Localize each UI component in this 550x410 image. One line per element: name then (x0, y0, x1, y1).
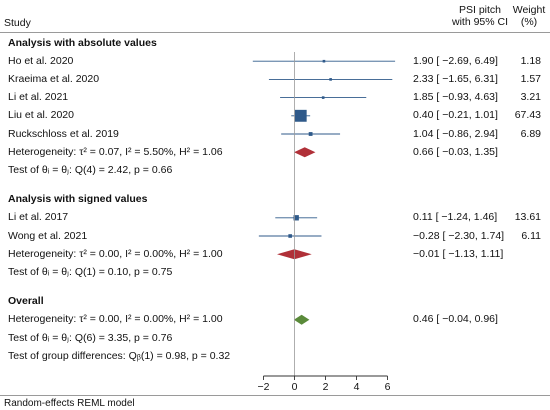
summary-ci-text: 0.66 [ −0.03, 1.35] (413, 145, 498, 158)
x-tick-label: 0 (292, 381, 298, 393)
study-marker (321, 96, 325, 99)
group-heading: Analysis with absolute values (8, 36, 157, 49)
study-weight: 13.61 (514, 211, 541, 224)
study-weight: 67.43 (514, 109, 541, 122)
study-marker (329, 78, 332, 81)
x-tick-label: 6 (385, 381, 391, 393)
study-marker (293, 215, 299, 221)
study-label: Wong et al. 2021 (8, 229, 88, 242)
study-weight: 6.89 (520, 127, 541, 140)
study-label: Ruckschloss et al. 2019 (8, 127, 119, 140)
study-marker (288, 234, 292, 238)
study-marker (294, 109, 307, 122)
effect-header-line1: PSI pitch (458, 4, 502, 16)
study-ci-text: 1.90 [ −2.69, 6.49] (413, 54, 498, 67)
test-statistic: Test of θᵢ = θⱼ: Q(6) = 3.35, p = 0.76 (8, 331, 173, 344)
study-ci-text: 0.11 [ −1.24, 1.46] (413, 211, 498, 224)
summary-diamond (294, 147, 316, 158)
group-heading: Overall (8, 295, 44, 308)
study-ci-text: 1.85 [ −0.93, 4.63] (413, 91, 498, 104)
heterogeneity-text: Heterogeneity: τ² = 0.00, I² = 0.00%, H²… (8, 247, 223, 260)
summary-diamond (293, 314, 310, 325)
study-label: Kraeima et al. 2020 (8, 72, 100, 85)
study-label: Liu et al. 2020 (8, 109, 74, 122)
weight-header-line1: Weight (512, 4, 546, 16)
study-label: Li et al. 2021 (8, 91, 69, 104)
study-weight: 1.18 (520, 54, 541, 67)
test-statistic: Test of θᵢ = θⱼ: Q(1) = 0.10, p = 0.75 (8, 265, 173, 278)
study-ci-text: 0.40 [ −0.21, 1.01] (413, 109, 498, 122)
heterogeneity-text: Heterogeneity: τ² = 0.00, I² = 0.00%, H²… (8, 313, 223, 326)
footer-note: Random-effects REML model (4, 398, 135, 409)
test-statistic: Test of θᵢ = θⱼ: Q(4) = 2.42, p = 0.66 (8, 163, 173, 176)
x-tick-label: 2 (323, 381, 329, 393)
study-weight: 1.57 (520, 72, 541, 85)
study-ci-text: 1.04 [ −0.86, 2.94] (413, 127, 498, 140)
header-rule (0, 32, 550, 33)
study-weight: 3.21 (520, 91, 541, 104)
study-label: Ho et al. 2020 (8, 54, 74, 67)
study-marker (322, 59, 326, 63)
study-label: Li et al. 2017 (8, 211, 69, 224)
summary-ci-text: −0.01 [ −1.13, 1.11] (413, 247, 504, 260)
test-statistic: Test of group differences: Qᵦ(1) = 0.98,… (8, 349, 231, 362)
x-tick-label: −2 (258, 381, 270, 393)
group-heading: Analysis with signed values (8, 193, 148, 206)
study-marker (308, 132, 313, 136)
footer-rule (0, 395, 550, 396)
x-tick-label: 4 (354, 381, 360, 393)
study-weight: 6.11 (521, 229, 541, 242)
weight-header-line2: (%) (520, 16, 538, 28)
study-column-header: Study (4, 17, 31, 29)
study-ci-text: −0.28 [ −2.30, 1.74] (413, 229, 505, 242)
study-ci-text: 2.33 [ −1.65, 6.31] (413, 72, 498, 85)
weight-column-header: Weight (%) (505, 4, 550, 28)
summary-ci-text: 0.46 [ −0.04, 0.96] (413, 313, 498, 326)
effect-header-line2: with 95% CI (451, 16, 509, 28)
heterogeneity-text: Heterogeneity: τ² = 0.07, I² = 5.50%, H²… (8, 145, 223, 158)
effect-column-header: PSI pitch with 95% CI (430, 4, 530, 28)
